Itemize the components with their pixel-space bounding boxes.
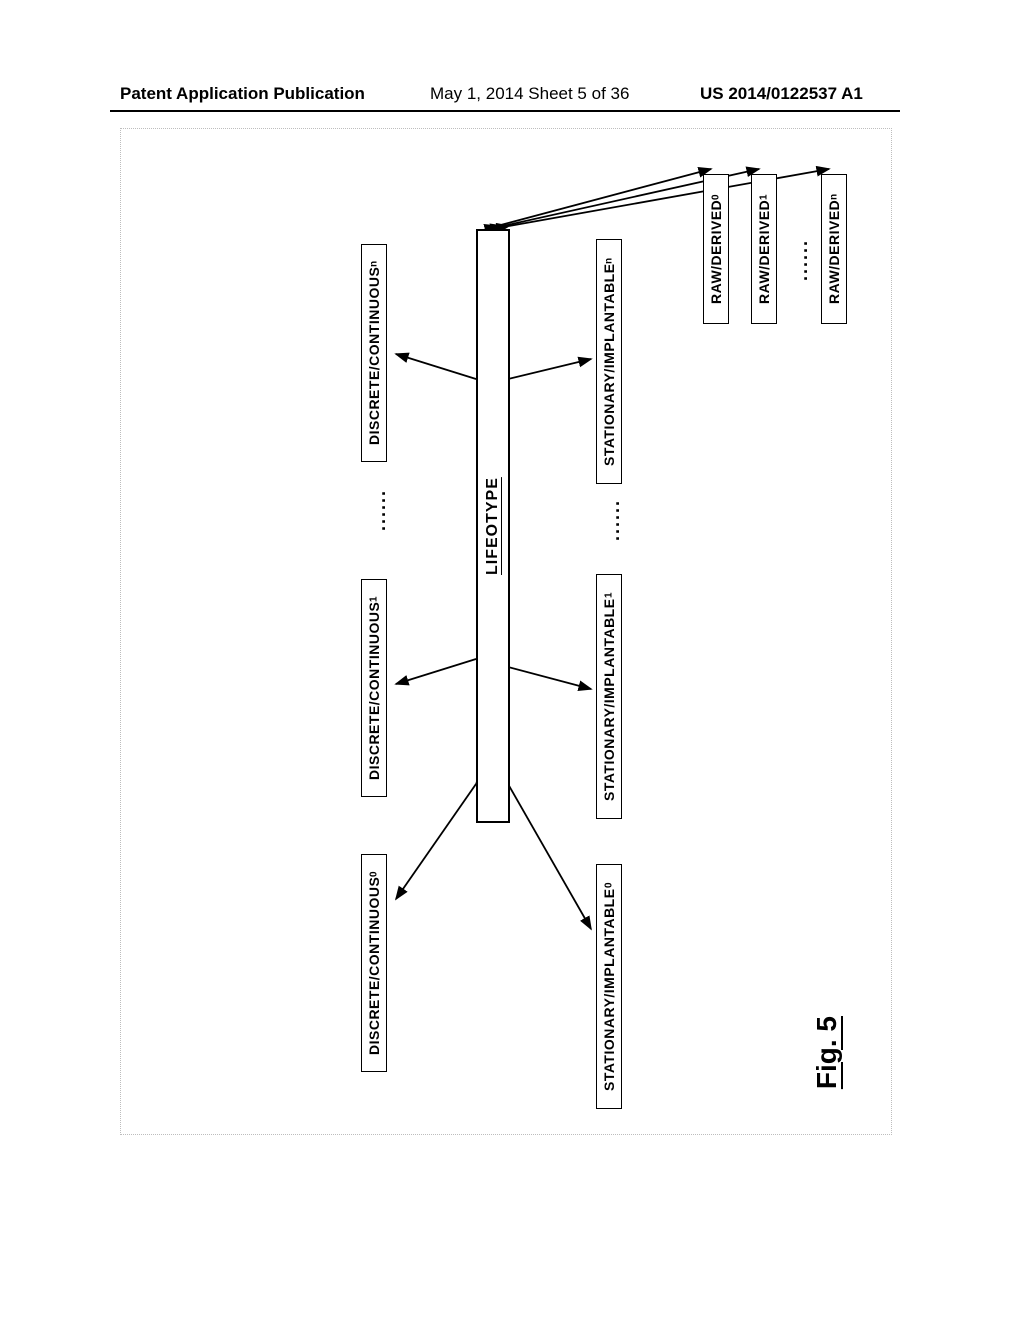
raw-derived-box-n: RAW/DERIVEDn: [821, 174, 847, 324]
header-center: May 1, 2014 Sheet 5 of 36: [430, 84, 629, 104]
discrete-continuous-box-n: DISCRETE/CONTINUOUSn: [361, 244, 387, 462]
raw-derived-box-1: RAW/DERIVED1: [751, 174, 777, 324]
top-ellipsis: ......: [369, 489, 390, 531]
stationary-implantable-box-n: STATIONARY/IMPLANTABLEn: [596, 239, 622, 484]
discrete-continuous-box-1: DISCRETE/CONTINUOUS1: [361, 579, 387, 797]
lifeotype-box: LIFEOTYPE: [476, 229, 510, 823]
header-rule: [110, 110, 900, 112]
diagram: LIFEOTYPE DISCRETE/CONTINUOUS0 DISCRETE/…: [121, 129, 891, 1134]
bottom-ellipsis: ......: [603, 499, 624, 541]
figure-label: Fig. 5: [811, 1016, 843, 1089]
discrete-continuous-box-0: DISCRETE/CONTINUOUS0: [361, 854, 387, 1072]
raw-derived-box-0: RAW/DERIVED0: [703, 174, 729, 324]
page: Patent Application Publication May 1, 20…: [0, 0, 1024, 1320]
figure-frame: LIFEOTYPE DISCRETE/CONTINUOUS0 DISCRETE/…: [120, 128, 892, 1135]
stationary-implantable-box-0: STATIONARY/IMPLANTABLE0: [596, 864, 622, 1109]
header-right: US 2014/0122537 A1: [700, 84, 863, 104]
header-left: Patent Application Publication: [120, 84, 365, 104]
stationary-implantable-box-1: STATIONARY/IMPLANTABLE1: [596, 574, 622, 819]
right-ellipsis: ......: [791, 239, 812, 281]
